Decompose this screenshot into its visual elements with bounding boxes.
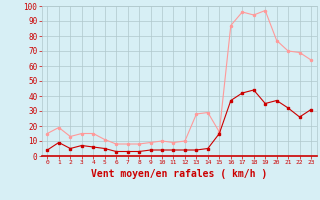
X-axis label: Vent moyen/en rafales ( km/h ): Vent moyen/en rafales ( km/h ) (91, 169, 267, 179)
